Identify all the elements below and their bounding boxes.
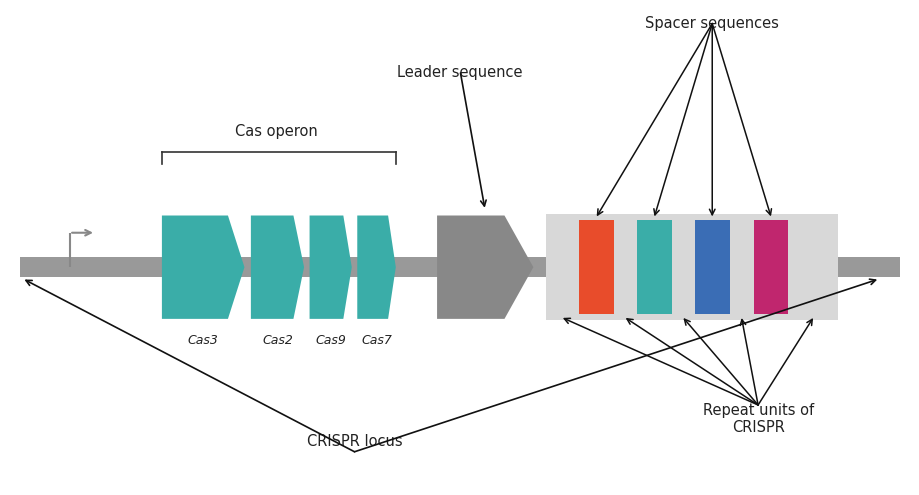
- Polygon shape: [437, 215, 533, 319]
- Text: Repeat units of
CRISPR: Repeat units of CRISPR: [702, 402, 812, 435]
- Bar: [636, 220, 671, 314]
- Text: Cas3: Cas3: [187, 334, 219, 346]
- Text: CRISPR locus: CRISPR locus: [306, 434, 402, 449]
- Text: Cas7: Cas7: [360, 334, 391, 346]
- Polygon shape: [162, 215, 244, 319]
- Bar: [694, 220, 729, 314]
- Polygon shape: [251, 215, 304, 319]
- Polygon shape: [357, 215, 395, 319]
- Bar: [753, 220, 788, 314]
- Text: Cas2: Cas2: [262, 334, 292, 346]
- Bar: [579, 220, 613, 314]
- Text: Cas9: Cas9: [315, 334, 346, 346]
- Text: Leader sequence: Leader sequence: [397, 65, 522, 80]
- Bar: [19, 257, 900, 277]
- Text: Spacer sequences: Spacer sequences: [644, 16, 778, 31]
- Text: Cas operon: Cas operon: [235, 124, 318, 139]
- Polygon shape: [309, 215, 351, 319]
- Bar: [546, 214, 837, 320]
- Bar: [837, 257, 874, 277]
